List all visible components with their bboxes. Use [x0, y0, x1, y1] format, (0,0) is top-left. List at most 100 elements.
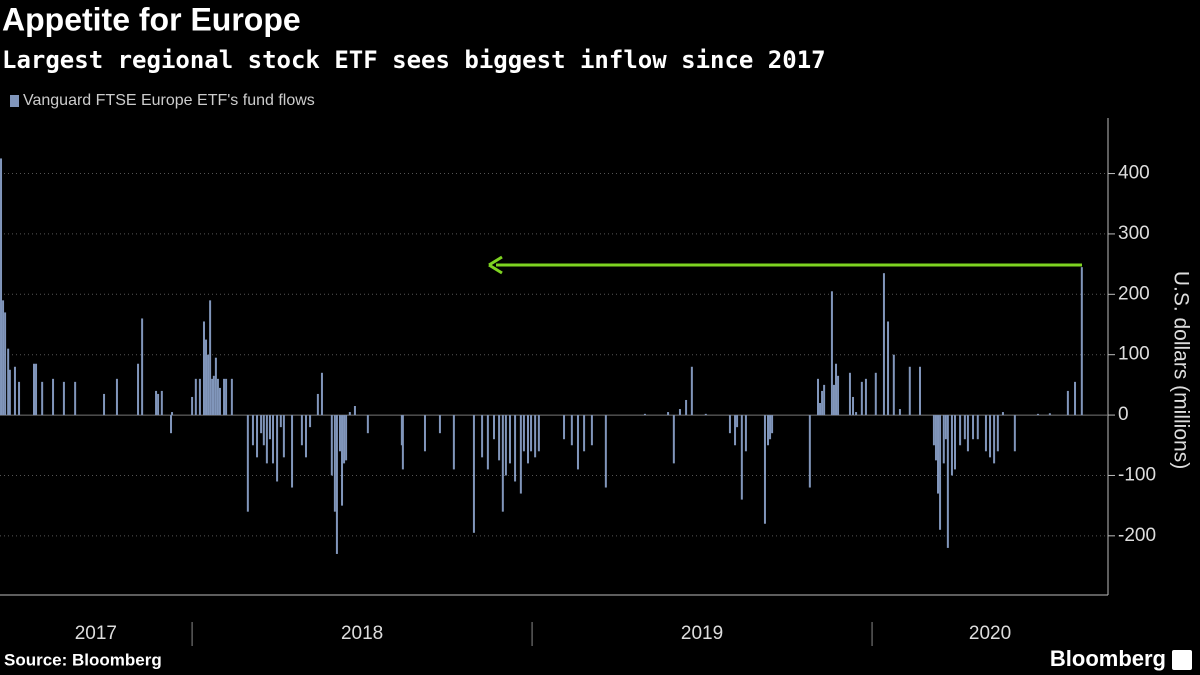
bar	[18, 381, 21, 416]
bar	[209, 300, 212, 416]
bar	[452, 415, 455, 470]
bar	[954, 415, 957, 470]
bar	[685, 399, 688, 416]
bar	[887, 321, 890, 416]
bar	[401, 415, 404, 470]
bar	[667, 412, 670, 416]
bar	[170, 415, 173, 434]
bar	[304, 415, 307, 458]
legend-swatch	[10, 95, 19, 107]
bar	[330, 415, 333, 476]
bar	[860, 381, 863, 416]
bar	[1074, 381, 1077, 416]
bar	[830, 291, 833, 416]
bar	[62, 381, 65, 416]
bar	[934, 415, 937, 461]
bar	[590, 415, 593, 446]
bar	[492, 415, 495, 440]
bar	[908, 366, 911, 416]
bar	[744, 415, 747, 452]
bar	[265, 415, 268, 464]
bar	[570, 415, 573, 446]
bar	[1001, 412, 1004, 416]
bar	[643, 413, 646, 416]
bar	[141, 318, 144, 416]
bar	[767, 415, 770, 446]
bar	[320, 372, 323, 416]
bar	[508, 415, 511, 464]
bar	[246, 415, 249, 512]
bar	[852, 396, 855, 416]
bar	[816, 378, 819, 416]
bar	[338, 415, 341, 452]
bar	[736, 415, 739, 428]
plot: -200 -100 0 100 200 300 400 2017 2018 2019 2020	[0, 118, 1156, 646]
bar	[291, 415, 294, 488]
bar	[438, 415, 441, 434]
bar	[423, 415, 426, 452]
bar	[212, 375, 215, 416]
bar	[218, 387, 221, 416]
bar	[672, 415, 675, 464]
bar	[946, 415, 949, 548]
bar	[52, 378, 55, 416]
bar	[959, 415, 962, 446]
bar	[563, 415, 566, 440]
bar	[734, 415, 737, 446]
bar	[103, 393, 106, 416]
bar	[8, 369, 11, 416]
bar	[366, 415, 369, 434]
bar	[771, 415, 774, 434]
bar	[837, 375, 840, 416]
bar	[223, 378, 226, 416]
bar	[1013, 415, 1016, 452]
bar	[316, 393, 319, 416]
bar	[225, 378, 228, 416]
bar	[874, 372, 877, 416]
bar	[984, 415, 987, 452]
bar	[937, 415, 940, 494]
bar	[769, 415, 772, 440]
bar	[604, 415, 607, 488]
bar	[976, 415, 979, 440]
bar	[300, 415, 303, 446]
bar	[1080, 267, 1083, 416]
bar	[993, 415, 996, 464]
bar	[1036, 413, 1039, 416]
bar	[268, 415, 271, 440]
legend-label: Vanguard FTSE Europe ETF's fund flows	[23, 92, 315, 109]
bar	[171, 412, 174, 416]
y-tick-label: -200	[1118, 525, 1156, 546]
bar	[522, 415, 525, 452]
bar	[848, 372, 851, 416]
bar	[821, 390, 824, 416]
bar	[939, 415, 942, 530]
bar	[537, 415, 540, 452]
annotation-arrow	[488, 255, 1082, 275]
bar	[504, 415, 507, 476]
bar	[309, 415, 312, 428]
bar	[341, 415, 344, 506]
bar	[501, 415, 504, 512]
x-tick-label: 2019	[681, 623, 723, 644]
y-tick-label: -100	[1118, 464, 1156, 485]
bar	[191, 396, 194, 416]
bar	[944, 415, 947, 440]
y-tick-label: 0	[1118, 404, 1129, 425]
bar	[400, 415, 403, 446]
y-tick-label: 100	[1118, 344, 1150, 365]
bar	[343, 415, 346, 464]
bar	[155, 390, 158, 416]
bar	[972, 415, 975, 440]
bar	[690, 366, 693, 416]
bar	[202, 321, 205, 416]
bar	[194, 378, 197, 416]
chart-title: Appetite for Europe	[2, 1, 301, 37]
bar	[966, 415, 969, 452]
bar	[864, 378, 867, 416]
bar	[481, 415, 484, 458]
bar	[898, 409, 901, 416]
bar	[74, 381, 77, 416]
